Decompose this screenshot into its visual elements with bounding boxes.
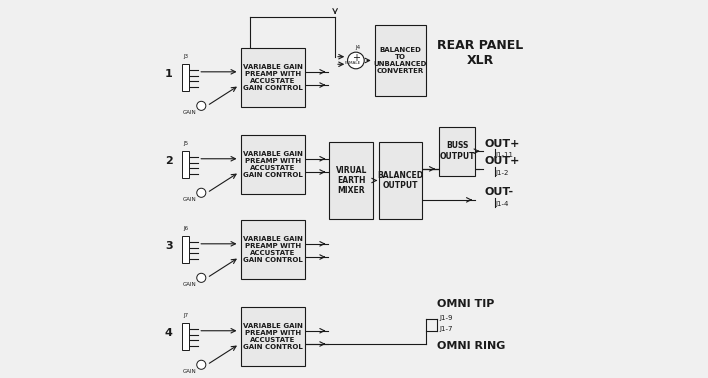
Text: FEMALE: FEMALE xyxy=(345,61,361,65)
Text: GAIN: GAIN xyxy=(183,282,197,287)
Text: 3: 3 xyxy=(165,241,173,251)
Text: GAIN: GAIN xyxy=(183,197,197,202)
Text: VARIABLE GAIN
PREAMP WITH
ACCUSTATE
GAIN CONTROL: VARIABLE GAIN PREAMP WITH ACCUSTATE GAIN… xyxy=(243,323,302,350)
FancyBboxPatch shape xyxy=(329,142,373,219)
Text: J1-11: J1-11 xyxy=(496,152,514,158)
Text: J3: J3 xyxy=(183,54,188,59)
Circle shape xyxy=(197,360,206,369)
FancyBboxPatch shape xyxy=(439,127,475,176)
Text: 2: 2 xyxy=(165,156,173,166)
Text: REAR PANEL
XLR: REAR PANEL XLR xyxy=(437,39,523,67)
FancyBboxPatch shape xyxy=(182,151,189,178)
Text: 4: 4 xyxy=(165,328,173,338)
FancyBboxPatch shape xyxy=(379,142,422,219)
Text: J1-4: J1-4 xyxy=(496,201,509,207)
FancyBboxPatch shape xyxy=(241,307,305,366)
Text: J1-9: J1-9 xyxy=(439,314,452,321)
Text: BUSS
OUTPUT: BUSS OUTPUT xyxy=(439,141,475,161)
Text: VARIABLE GAIN
PREAMP WITH
ACCUSTATE
GAIN CONTROL: VARIABLE GAIN PREAMP WITH ACCUSTATE GAIN… xyxy=(243,151,302,178)
Text: J4: J4 xyxy=(355,45,360,50)
Circle shape xyxy=(197,101,206,110)
FancyBboxPatch shape xyxy=(375,25,426,96)
Text: BALANCED
TO
UNBALANCED
CONVERTER: BALANCED TO UNBALANCED CONVERTER xyxy=(374,47,427,74)
Text: VIRUAL
EARTH
MIXER: VIRUAL EARTH MIXER xyxy=(336,166,367,195)
Text: 1: 1 xyxy=(165,69,173,79)
FancyBboxPatch shape xyxy=(241,135,305,194)
Text: J7: J7 xyxy=(183,313,188,318)
Text: VARIABLE GAIN
PREAMP WITH
ACCUSTATE
GAIN CONTROL: VARIABLE GAIN PREAMP WITH ACCUSTATE GAIN… xyxy=(243,236,302,263)
Text: J6: J6 xyxy=(183,226,188,231)
Text: OUT-: OUT- xyxy=(484,187,513,197)
Text: J1-7: J1-7 xyxy=(439,326,452,332)
Text: OMNI TIP: OMNI TIP xyxy=(437,299,494,309)
Text: OUT+: OUT+ xyxy=(484,139,520,149)
Circle shape xyxy=(197,188,206,197)
Text: GAIN: GAIN xyxy=(183,110,197,115)
Circle shape xyxy=(197,273,206,282)
FancyBboxPatch shape xyxy=(241,220,305,279)
FancyBboxPatch shape xyxy=(182,323,189,350)
FancyBboxPatch shape xyxy=(182,236,189,263)
FancyBboxPatch shape xyxy=(241,48,305,107)
Text: OMNI RING: OMNI RING xyxy=(437,341,506,351)
Text: GAIN: GAIN xyxy=(183,369,197,374)
Text: +: + xyxy=(352,53,360,63)
FancyBboxPatch shape xyxy=(182,64,189,91)
Text: VARIABLE GAIN
PREAMP WITH
ACCUSTATE
GAIN CONTROL: VARIABLE GAIN PREAMP WITH ACCUSTATE GAIN… xyxy=(243,64,302,91)
Text: BALANCED
OUTPUT: BALANCED OUTPUT xyxy=(377,171,423,190)
Text: J1-2: J1-2 xyxy=(496,170,509,176)
Circle shape xyxy=(348,52,364,69)
Text: OUT+: OUT+ xyxy=(484,156,520,166)
Text: J5: J5 xyxy=(183,141,188,146)
